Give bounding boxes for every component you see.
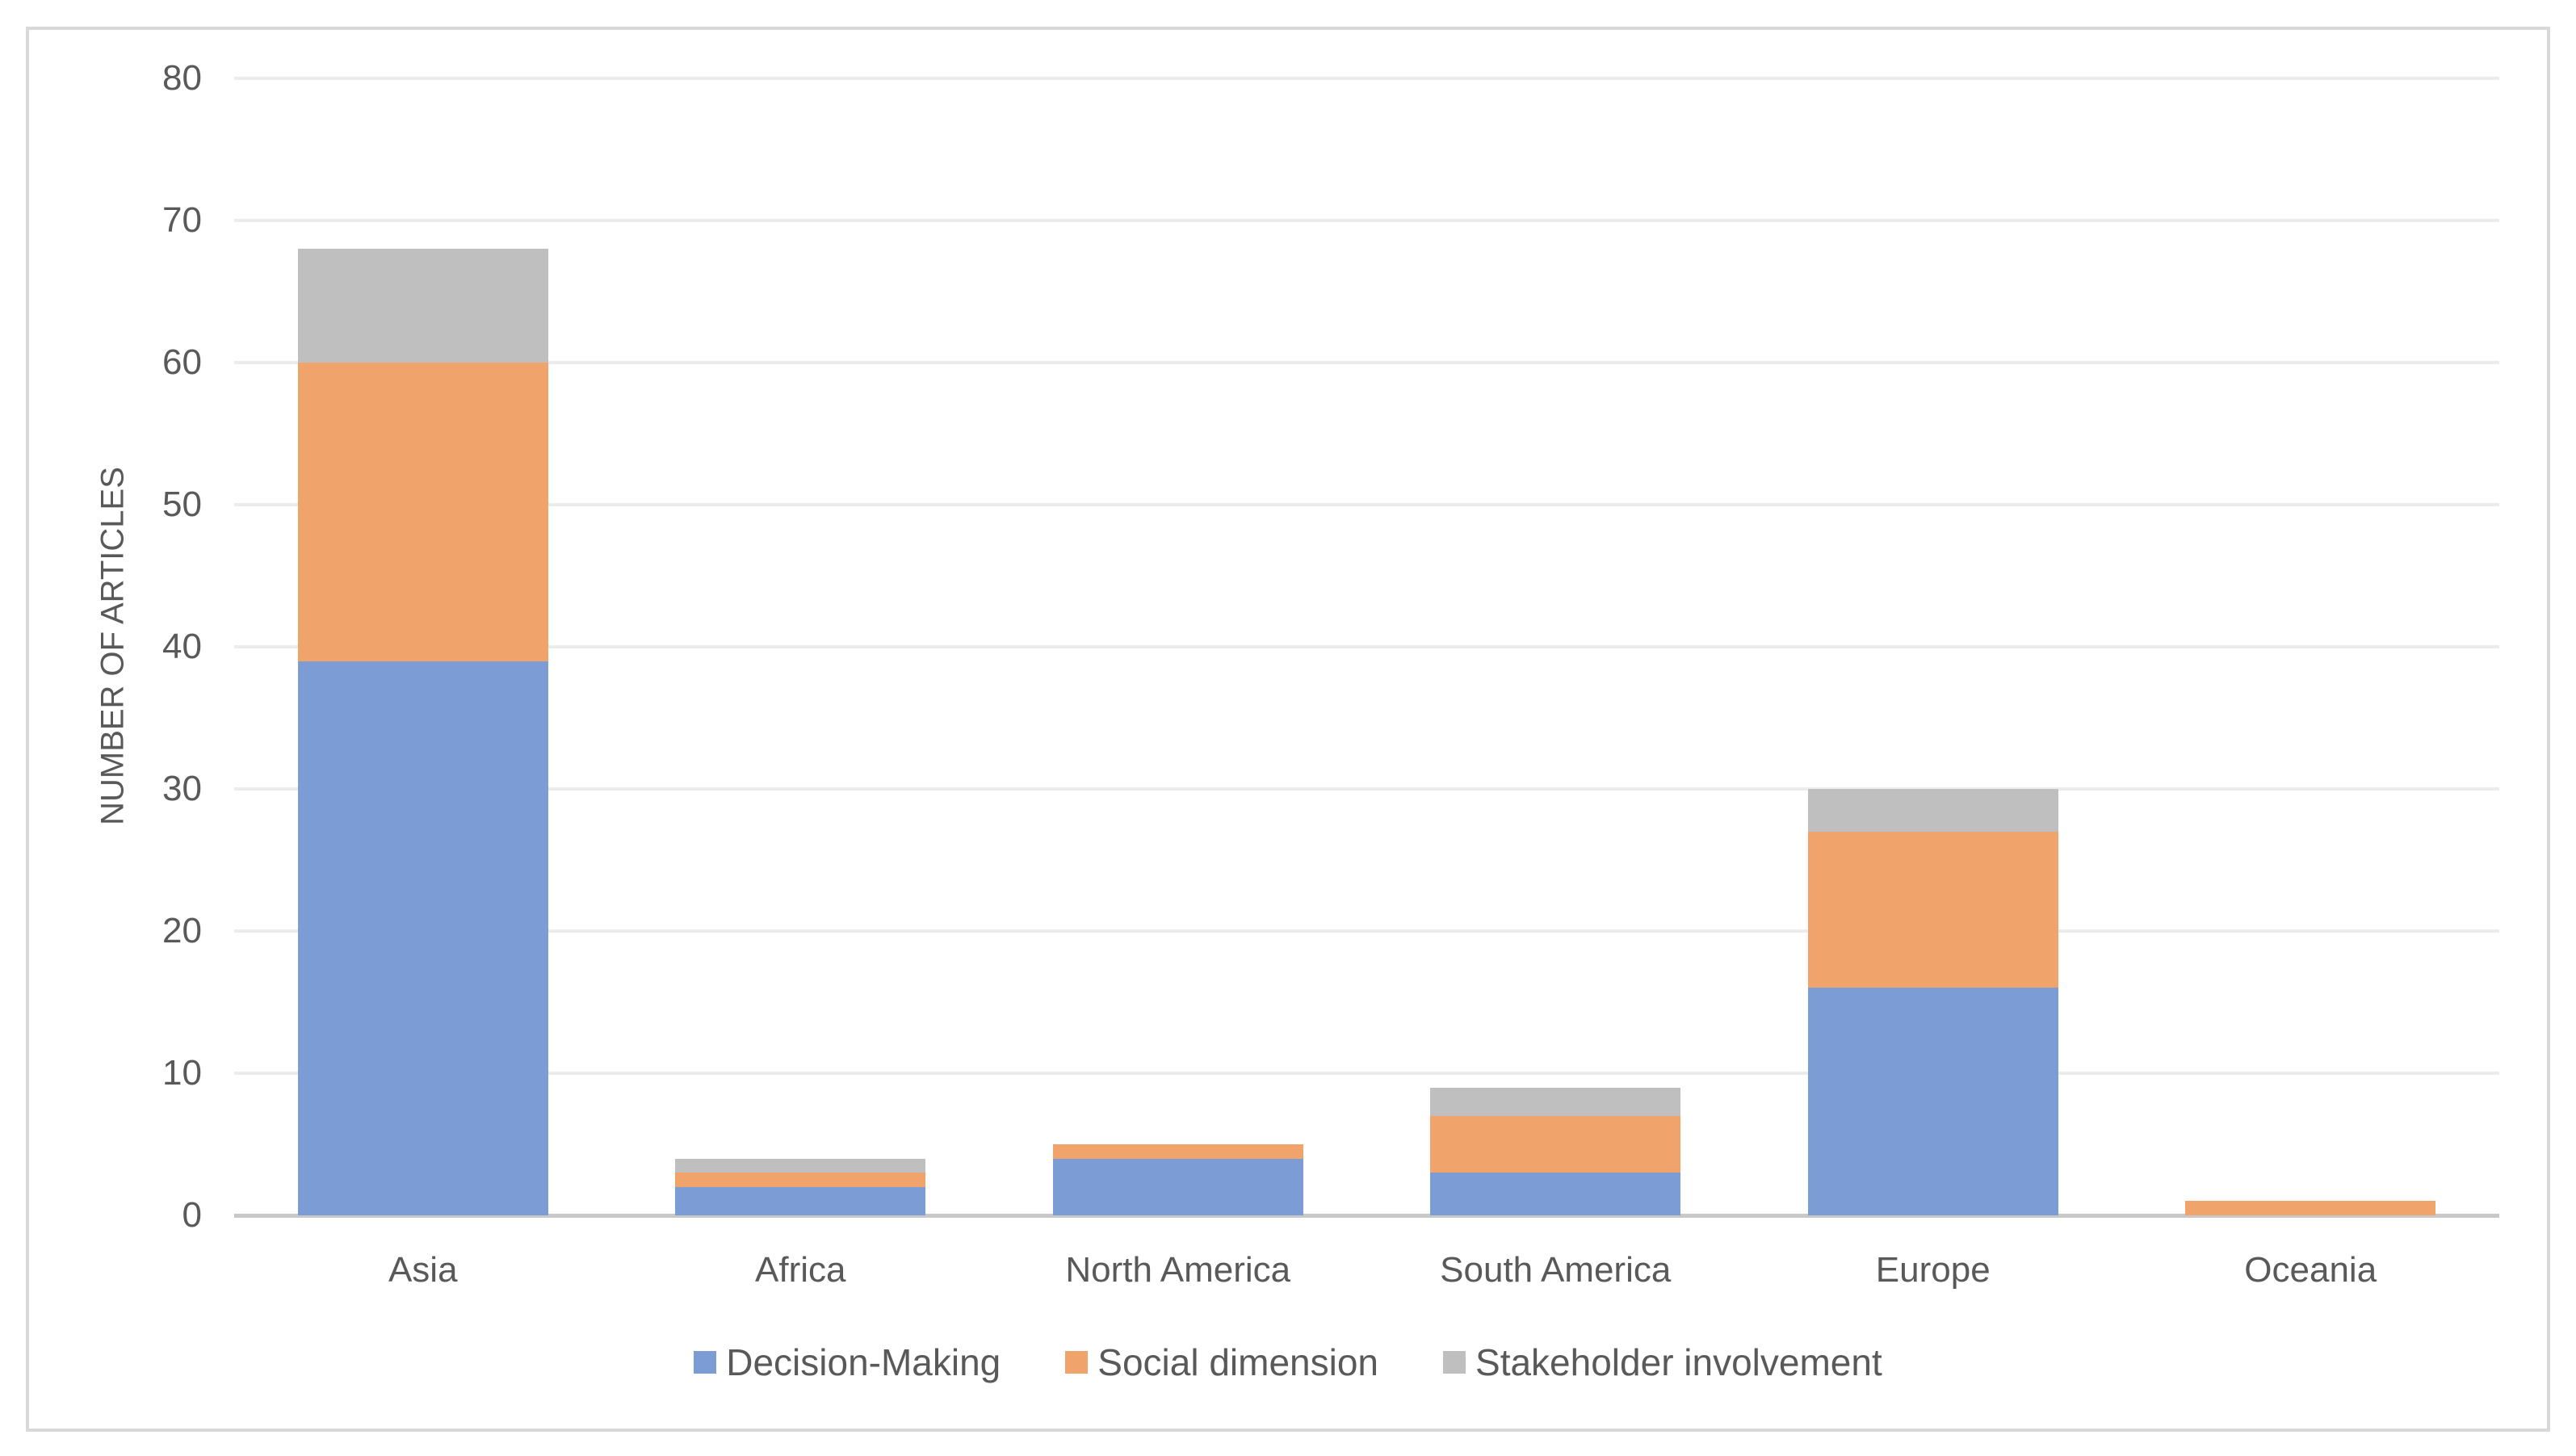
bar-segment <box>297 363 548 661</box>
legend-label: Social dimension <box>1097 1341 1379 1383</box>
gridline <box>234 929 2499 933</box>
x-tick-label: South America <box>1440 1250 1672 1290</box>
legend-swatch-icon <box>694 1351 717 1374</box>
x-axis-line <box>234 1214 2499 1218</box>
bar-segment <box>1052 1158 1303 1215</box>
y-tick-label: 40 <box>162 627 202 666</box>
gridline <box>234 503 2499 506</box>
y-tick-label: 60 <box>162 342 202 382</box>
bar-segment <box>1807 831 2058 988</box>
y-axis-title: NUMBER OF ARTICLES <box>94 467 131 825</box>
y-tick-label: 80 <box>162 58 202 98</box>
legend-swatch-icon <box>1443 1351 1466 1374</box>
y-tick-label: 20 <box>162 911 202 950</box>
legend-item: Stakeholder involvement <box>1443 1341 1882 1384</box>
y-tick-label: 70 <box>162 200 202 240</box>
x-tick-label: Oceania <box>2244 1250 2377 1290</box>
bar-segment <box>1430 1087 1681 1116</box>
bar-segment <box>1052 1144 1303 1159</box>
y-tick-label: 10 <box>162 1053 202 1093</box>
bar-segment <box>675 1173 926 1187</box>
bar-segment <box>1807 789 2058 832</box>
legend-item: Decision-Making <box>694 1341 1001 1384</box>
y-tick-label: 0 <box>182 1195 202 1235</box>
bar-segment <box>297 661 548 1215</box>
legend-label: Stakeholder involvement <box>1475 1341 1882 1383</box>
gridline <box>234 361 2499 364</box>
bar-segment <box>1430 1115 1681 1173</box>
legend-label: Decision-Making <box>726 1341 1001 1383</box>
x-tick-label: Asia <box>388 1250 458 1290</box>
chart-frame <box>26 27 2550 1432</box>
gridline <box>234 77 2499 80</box>
gridline <box>234 645 2499 648</box>
bar-segment <box>297 249 548 363</box>
y-tick-label: 30 <box>162 769 202 808</box>
bar-segment <box>1430 1173 1681 1215</box>
legend: Decision-Making Social dimension Stakehold… <box>0 1341 2576 1384</box>
x-tick-label: Europe <box>1875 1250 1991 1290</box>
bar-segment <box>675 1158 926 1173</box>
legend-swatch-icon <box>1065 1351 1089 1374</box>
bar-segment <box>1807 988 2058 1215</box>
x-tick-label: North America <box>1065 1250 1291 1290</box>
gridline <box>234 787 2499 791</box>
bar-segment <box>675 1186 926 1215</box>
gridline <box>234 219 2499 222</box>
bar-segment <box>2185 1201 2436 1215</box>
legend-item: Social dimension <box>1065 1341 1378 1384</box>
x-tick-label: Africa <box>755 1250 846 1290</box>
y-tick-label: 50 <box>162 485 202 524</box>
gridline <box>234 1072 2499 1075</box>
